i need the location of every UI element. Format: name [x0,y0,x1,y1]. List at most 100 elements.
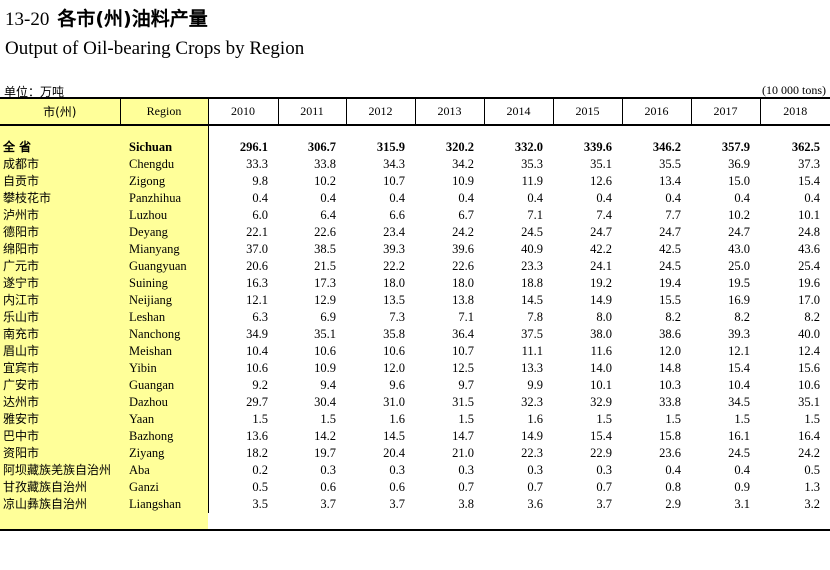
output-value-cell: 35.8 [383,327,405,341]
output-value-cell: 22.6 [452,259,474,273]
output-value-cell: 9.8 [252,174,268,188]
output-value-cell: 0.4 [734,463,750,477]
table-row: 阿坝藏族羌族自治州 Aba 0.2 0.3 0.3 0.3 0.3 0.3 0.4 0.4 0.5 [0,462,830,479]
output-value-cell: 357.9 [721,140,750,154]
table-row: 巴中市 Bazhong 13.6 14.2 14.5 14.7 14.9 15.4 15.8 16… [0,428,830,445]
output-value-cell: 11.9 [521,174,543,188]
output-value-cell: 35.1 [798,395,820,409]
output-value-cell: 0.7 [527,480,543,494]
output-value-cell: 23.3 [521,259,543,273]
output-value-cell: 18.0 [383,276,405,290]
header-region-cn: 市(州) [0,97,120,126]
output-value-cell: 0.4 [804,191,820,205]
output-value-cell: 0.4 [665,191,681,205]
region-name-en: Ganzi [120,479,209,496]
output-value-cell: 38.5 [314,242,336,256]
region-name-en: Yaan [120,411,209,428]
output-value-cell: 10.7 [452,344,474,358]
header-year: 2010 [207,97,278,126]
output-value-cell: 16.3 [246,276,268,290]
output-value-cell: 10.6 [246,361,268,375]
output-value-cell: 35.1 [314,327,336,341]
region-name-cn: 绵阳市 [3,242,40,256]
output-value-cell: 15.5 [659,293,681,307]
output-value-cell: 10.2 [314,174,336,188]
output-value-cell: 1.6 [527,412,543,426]
output-value-cell: 21.0 [452,446,474,460]
output-value-cell: 38.6 [659,327,681,341]
output-value-cell: 24.5 [521,225,543,239]
region-name-en: Panzhihua [120,190,209,207]
output-value-cell: 3.5 [252,497,268,511]
output-value-cell: 18.2 [246,446,268,460]
output-value-cell: 32.9 [590,395,612,409]
output-value-cell: 2.9 [665,497,681,511]
output-value-cell: 0.2 [252,463,268,477]
output-value-cell: 19.7 [314,446,336,460]
output-value-cell: 0.6 [389,480,405,494]
output-value-cell: 12.4 [798,344,820,358]
output-value-cell: 0.3 [596,463,612,477]
output-value-cell: 14.9 [521,429,543,443]
region-name-cn: 全 省 [3,140,32,154]
region-name-cn: 成都市 [3,157,40,171]
data-table: 市(州) Region 2010 2011 2012 2013 2014 201… [0,97,830,513]
output-value-cell: 0.4 [458,191,474,205]
header-year: 2016 [621,97,691,126]
output-value-cell: 14.2 [314,429,336,443]
output-value-cell: 14.5 [383,429,405,443]
output-value-cell: 23.6 [659,446,681,460]
unit-label-en: (10 000 tons) [762,83,826,97]
region-name-cn: 德阳市 [3,225,40,239]
output-value-cell: 7.8 [527,310,543,324]
output-value-cell: 34.2 [452,157,474,171]
output-value-cell: 0.5 [804,463,820,477]
region-name-cn: 眉山市 [3,344,40,358]
output-value-cell: 35.5 [659,157,681,171]
output-value-cell: 6.7 [458,208,474,222]
output-value-cell: 1.6 [389,412,405,426]
output-value-cell: 17.3 [314,276,336,290]
output-value-cell: 0.4 [252,191,268,205]
region-name-cn: 巴中市 [3,429,40,443]
output-value-cell: 0.5 [252,480,268,494]
output-value-cell: 10.2 [728,208,750,222]
output-value-cell: 13.5 [383,293,405,307]
header-year: 2012 [345,97,415,126]
output-value-cell: 10.4 [246,344,268,358]
output-value-cell: 13.4 [659,174,681,188]
output-value-cell: 34.5 [728,395,750,409]
output-value-cell: 1.5 [458,412,474,426]
output-value-cell: 15.4 [728,361,750,375]
region-name-cn: 攀枝花市 [3,191,52,205]
output-value-cell: 1.5 [734,412,750,426]
output-value-cell: 39.6 [452,242,474,256]
output-value-cell: 22.6 [314,225,336,239]
total-row: 全 省 Sichuan 296.1 306.7 315.9 320.2 332.0 339.6… [0,139,830,156]
table-number: 13-20 [5,9,50,30]
output-value-cell: 33.3 [246,157,268,171]
output-value-cell: 22.2 [383,259,405,273]
output-value-cell: 0.4 [734,191,750,205]
output-value-cell: 16.9 [728,293,750,307]
output-value-cell: 332.0 [514,140,543,154]
output-value-cell: 35.3 [521,157,543,171]
output-value-cell: 8.2 [804,310,820,324]
header-year: 2011 [277,97,346,126]
output-value-cell: 34.9 [246,327,268,341]
output-value-cell: 10.1 [590,378,612,392]
output-value-cell: 12.5 [452,361,474,375]
output-value-cell: 32.3 [521,395,543,409]
output-value-cell: 15.8 [659,429,681,443]
table-row: 攀枝花市 Panzhihua 0.4 0.4 0.4 0.4 0.4 0.4 0.4 0.4 0.4 [0,190,830,207]
output-value-cell: 7.1 [527,208,543,222]
table-row: 眉山市 Meishan 10.4 10.6 10.6 10.7 11.1 11.6 12.0 12… [0,343,830,360]
output-value-cell: 6.3 [252,310,268,324]
output-value-cell: 0.4 [596,191,612,205]
output-value-cell: 37.0 [246,242,268,256]
table-row: 泸州市 Luzhou 6.0 6.4 6.6 6.7 7.1 7.4 7.7 10.2 10.1 [0,207,830,224]
output-value-cell: 0.8 [665,480,681,494]
output-value-cell: 14.8 [659,361,681,375]
output-value-cell: 15.4 [590,429,612,443]
output-value-cell: 24.1 [590,259,612,273]
